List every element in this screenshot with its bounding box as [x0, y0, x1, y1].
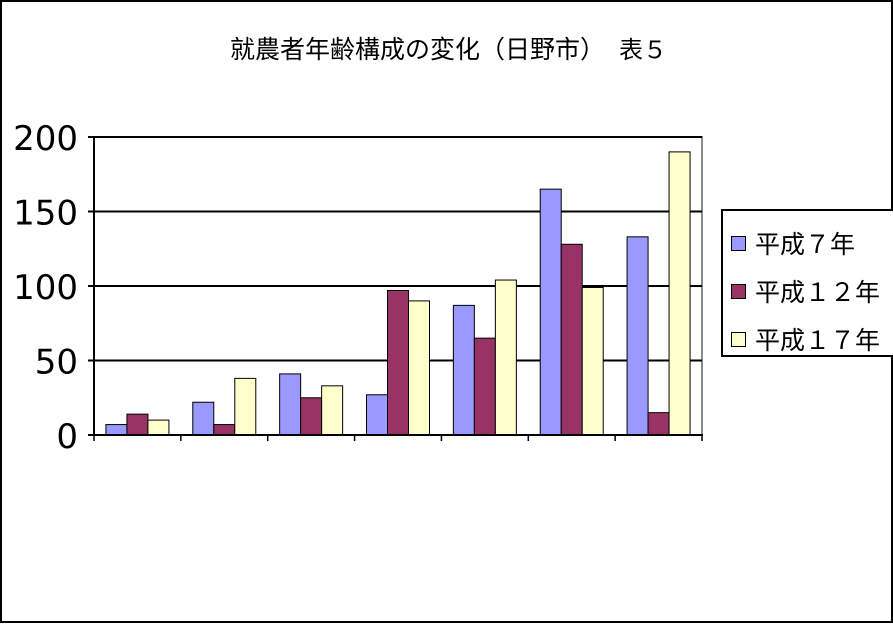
bar-series-3-cat-6 — [581, 286, 604, 436]
y-tick-label-2: 100 — [13, 268, 78, 308]
legend-item-series-3: 平成１７年 — [731, 321, 881, 355]
bar-series-2-cat-1 — [126, 413, 149, 436]
chart-title-suffix: 表５ — [619, 36, 667, 64]
chart-title-text: 就農者年齢構成の変化（日野市） — [229, 35, 605, 64]
bar-series-2-cat-6 — [560, 243, 583, 436]
chart-title: 就農者年齢構成の変化（日野市） 表５ — [2, 30, 893, 66]
legend-item-series-1: 平成７年 — [731, 225, 855, 261]
legend-label-series-2: 平成１２年 — [755, 278, 881, 307]
legend-item-series-2: 平成１２年 — [731, 273, 880, 309]
bar-series-3-cat-3 — [321, 385, 344, 436]
legend-label-series-1: 平成７年 — [755, 230, 856, 259]
bar-series-1-cat-1 — [105, 424, 128, 436]
bar-series-2-cat-5 — [473, 337, 496, 436]
bar-series-3-cat-2 — [234, 377, 257, 436]
y-tick-label-3: 150 — [13, 194, 78, 234]
bar-series-3-cat-4 — [408, 300, 430, 436]
bar-series-1-cat-2 — [192, 401, 215, 436]
bar-series-2-cat-4 — [387, 289, 409, 436]
y-tick-label-1: 50 — [35, 343, 78, 383]
legend-swatch-series-2 — [731, 283, 746, 299]
y-tick-label-0: 0 — [56, 417, 78, 457]
bar-series-1-cat-7 — [626, 236, 649, 436]
bar-series-3-cat-1 — [147, 419, 170, 436]
y-tick-label-4: 200 — [13, 119, 78, 159]
bar-series-3-cat-7 — [668, 151, 691, 436]
bar-series-2-cat-3 — [300, 397, 323, 436]
bar-series-1-cat-4 — [366, 394, 388, 436]
legend-swatch-series-1 — [731, 235, 746, 251]
bar-series-3-cat-5 — [494, 279, 517, 436]
bar-series-2-cat-7 — [647, 412, 670, 436]
bar-series-1-cat-6 — [539, 188, 562, 436]
legend: 平成７年 平成１２年 平成１７年 — [721, 209, 893, 357]
bar-series-1-cat-5 — [452, 304, 475, 436]
legend-swatch-series-3 — [731, 331, 746, 347]
bar-series-1-cat-3 — [279, 373, 302, 436]
legend-label-series-3: 平成１７年 — [755, 326, 881, 355]
bar-series-2-cat-2 — [213, 424, 236, 436]
